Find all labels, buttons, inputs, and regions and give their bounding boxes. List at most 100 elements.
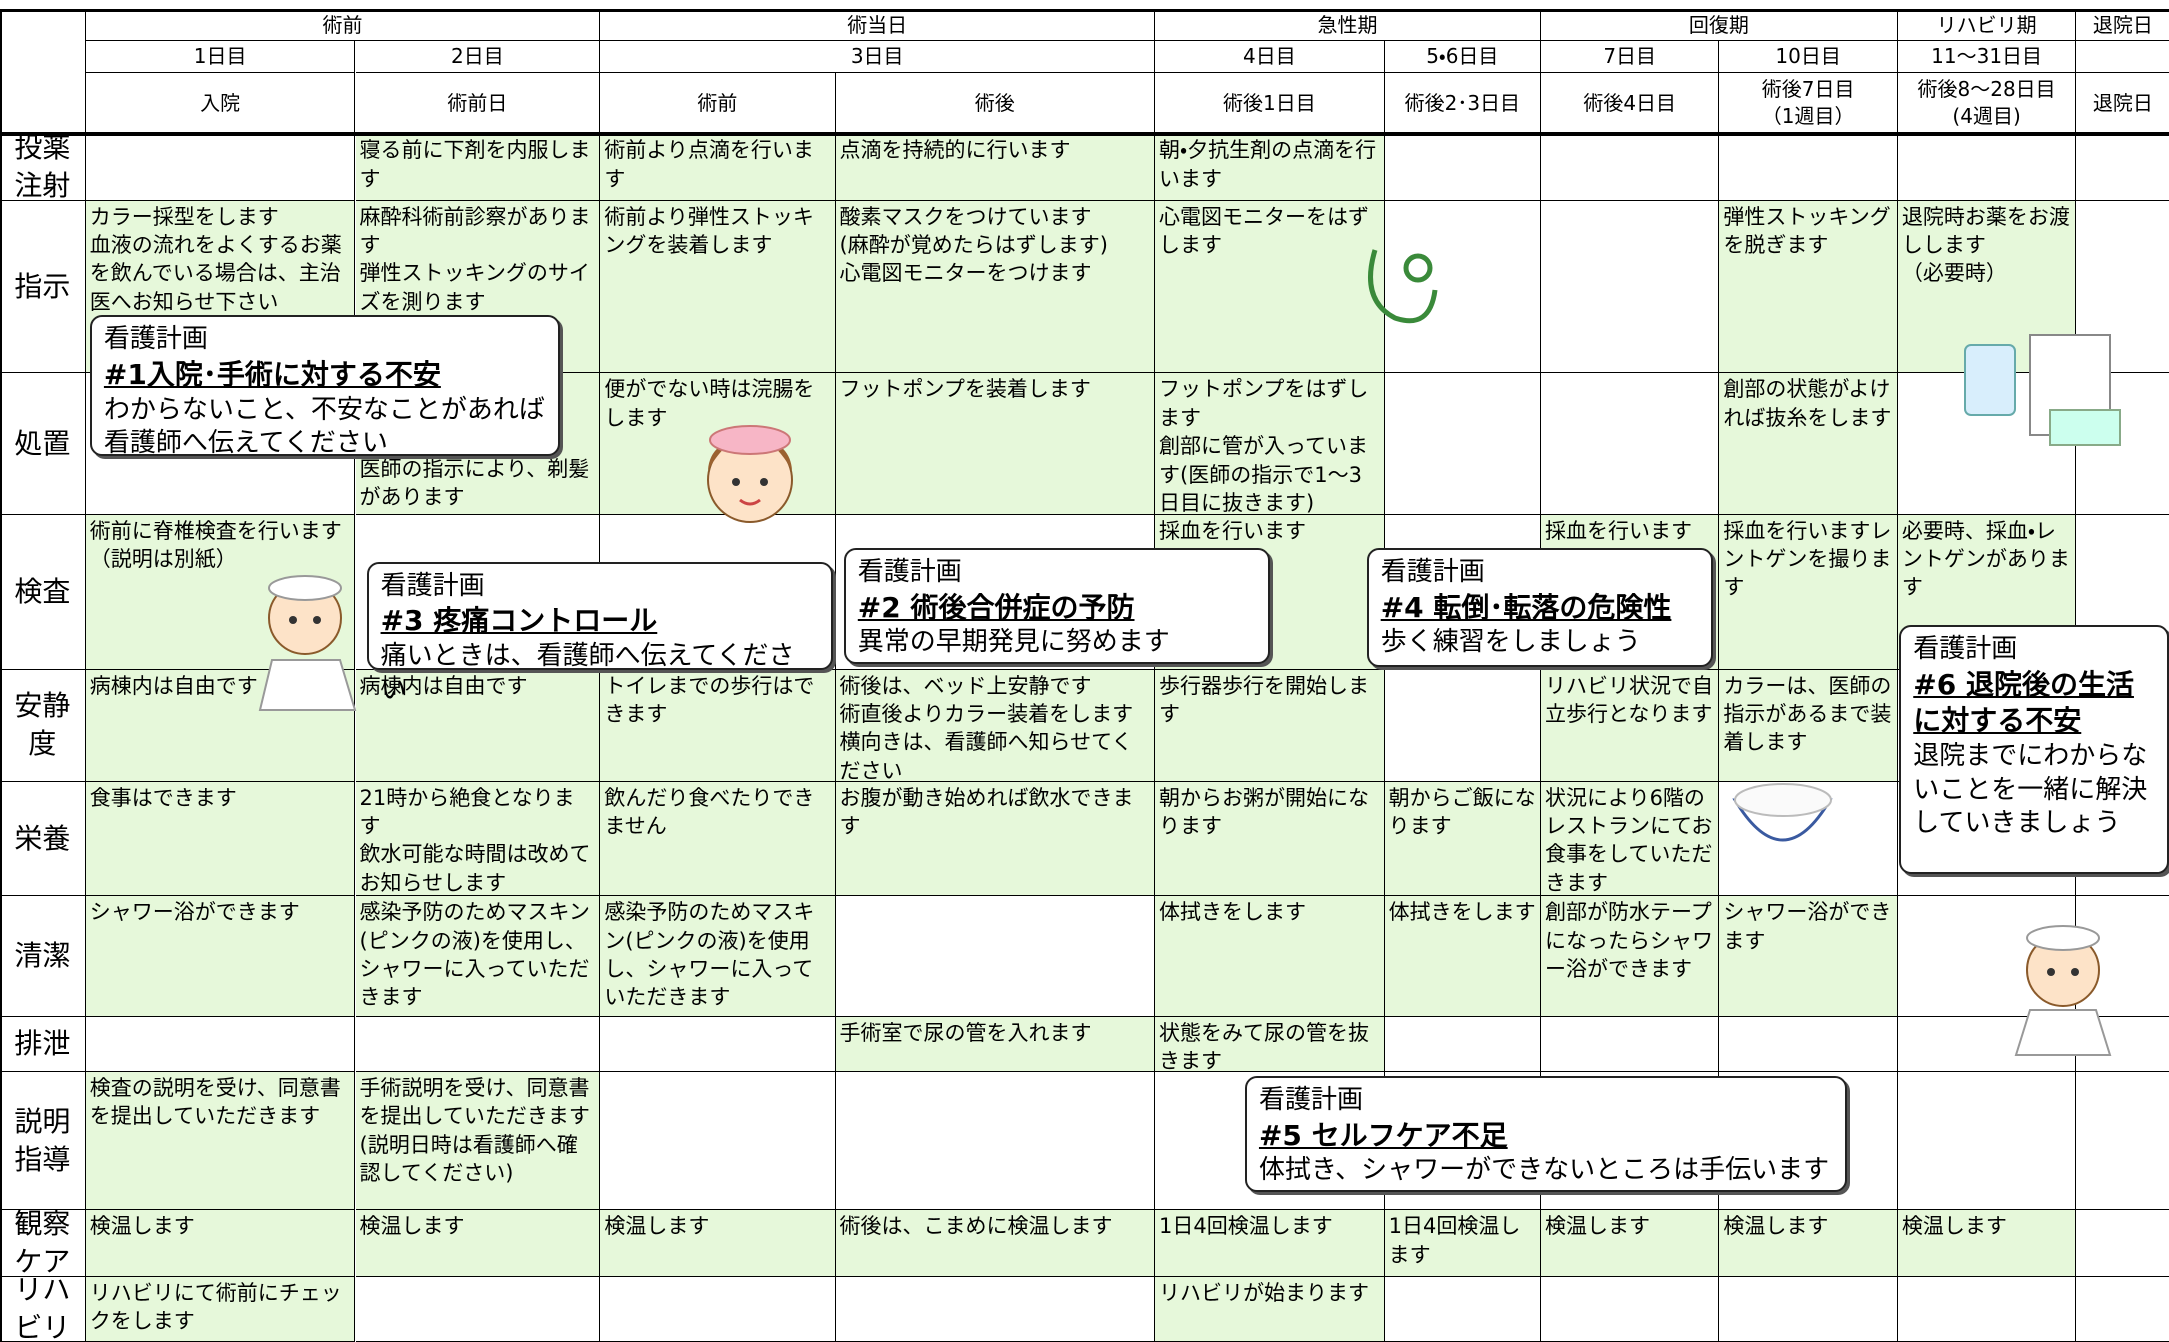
plan-body: 歩く練習をしましょう bbox=[1380, 626, 1641, 657]
table-cell: シャワー浴ができます bbox=[1719, 896, 1898, 1017]
phase-header: 術当日 bbox=[600, 11, 1156, 42]
row-label: 安静度 bbox=[0, 669, 86, 782]
table-cell: 創部が防水テープになったらシャワー浴ができます bbox=[1540, 896, 1720, 1017]
row-label: 清潔 bbox=[0, 896, 86, 1017]
table-cell bbox=[2076, 1017, 2169, 1073]
table-cell: リハビリが始まります bbox=[1155, 1276, 1385, 1342]
row-label: 検査 bbox=[0, 514, 86, 670]
table-cell bbox=[1384, 373, 1541, 515]
table-cell bbox=[600, 1072, 836, 1211]
table-cell bbox=[1384, 669, 1541, 782]
table-cell bbox=[1897, 1072, 2077, 1211]
nursing-plan: 看護計画 #5 セルフケア不足 体拭き、シャワーができないところは手伝います bbox=[1244, 1076, 1847, 1193]
stage-header: 術後8〜28日目 (4週目) bbox=[1897, 73, 2077, 135]
table-cell bbox=[600, 1016, 836, 1073]
phase-header: 退院日 bbox=[2076, 11, 2169, 42]
table-cell: 手術説明を受け、同意書を提出していただきます(説明日時は看護師へ確認してください… bbox=[355, 1072, 601, 1211]
table-cell bbox=[835, 896, 1156, 1017]
plan-body: 退院までにわからないことを一緒に解決していきましょう bbox=[1913, 740, 2148, 839]
table-cell bbox=[2076, 201, 2169, 374]
stage-header: 術後4日目 bbox=[1540, 73, 1720, 135]
plan-title: 看護計画 bbox=[1258, 1085, 1363, 1116]
table-cell bbox=[1540, 1276, 1720, 1342]
plan-body: 異常の早期発見に努めます bbox=[857, 626, 1170, 657]
plan-title: 看護計画 bbox=[380, 570, 485, 601]
table-cell: 術前に脊椎検査を行います（説明は別紙） bbox=[85, 514, 356, 670]
day-header: 10日目 bbox=[1719, 41, 1898, 74]
plan-body: 痛いときは、看護師へ伝えてください bbox=[380, 640, 795, 705]
table-cell bbox=[2076, 782, 2169, 897]
nursing-plan: 看護計画 #3 疼痛コントロール 痛いときは、看護師へ伝えてください bbox=[366, 561, 833, 705]
table-cell: 検温します bbox=[1540, 1210, 1720, 1277]
table-cell bbox=[1540, 200, 1720, 374]
table-cell: 検温します bbox=[355, 1210, 601, 1277]
table-cell: 弾性ストッキングを脱ぎます bbox=[1719, 200, 1898, 374]
stage-header: 術前日 bbox=[355, 73, 601, 135]
table-cell: 状態をみて尿の管を抜きます bbox=[1155, 1016, 1385, 1073]
table-cell bbox=[1897, 373, 2077, 515]
table-cell: 退院時お薬をお渡しします （必要時） bbox=[1897, 200, 2077, 374]
plan-title: 看護計画 bbox=[103, 324, 208, 355]
table-cell: 寝る前に下剤を内服します bbox=[355, 134, 601, 201]
table-cell bbox=[1897, 1016, 2077, 1073]
phase-header: 急性期 bbox=[1155, 11, 1541, 42]
day-header: 5・6日目 bbox=[1384, 41, 1541, 74]
table-cell: 病棟内は自由です bbox=[355, 669, 601, 782]
phase-header: リハビリ期 bbox=[1897, 11, 2077, 42]
table-cell bbox=[1384, 134, 1541, 201]
table-cell bbox=[85, 134, 356, 201]
phase-header: 回復期 bbox=[1540, 11, 1898, 42]
table-cell: 検温します bbox=[1719, 1210, 1898, 1277]
table-cell: 採血を行いますレントゲンを撮ります bbox=[1719, 514, 1898, 670]
nursing-plan: 看護計画 #2 術後合併症の予防 異常の早期発見に努めます bbox=[843, 547, 1270, 664]
plan-heading: #6 退院後の生活に対する不安 bbox=[1913, 668, 2134, 738]
table-cell: 病棟内は自由です bbox=[85, 669, 356, 782]
table-cell bbox=[1540, 134, 1720, 201]
table-cell: 朝からご飯になります bbox=[1384, 781, 1541, 897]
table-cell bbox=[835, 1276, 1156, 1342]
table-cell bbox=[1719, 1016, 1898, 1073]
table-cell: 術前より弾性ストッキングを装着します bbox=[600, 200, 836, 374]
table-cell bbox=[1540, 1016, 1720, 1073]
table-cell bbox=[1384, 1016, 1541, 1073]
table-cell: 術後は、こまめに検温します bbox=[835, 1210, 1156, 1277]
table-cell bbox=[2076, 1072, 2169, 1211]
table-cell: 朝・夕抗生剤の点滴を行います bbox=[1155, 134, 1385, 201]
plan-title: 看護計画 bbox=[857, 556, 962, 587]
table-cell: 歩行器歩行を開始します bbox=[1155, 669, 1385, 782]
table-cell: 検温します bbox=[85, 1210, 356, 1277]
table-cell: お腹が動き始めれば飲水できます bbox=[835, 781, 1156, 897]
stage-header: 入院 bbox=[85, 73, 356, 135]
day-header: 3日目 bbox=[600, 41, 1156, 74]
table-cell: 体拭きをします bbox=[1384, 896, 1541, 1017]
phase-header: 術前 bbox=[85, 11, 601, 42]
table-cell bbox=[2076, 1210, 2169, 1277]
day-header: 2日目 bbox=[355, 41, 601, 74]
table-cell: 検査の説明を受け、同意書を提出していただきます bbox=[85, 1072, 356, 1211]
table-cell: リハビリにて術前にチェックをします bbox=[85, 1276, 356, 1342]
header-corner bbox=[0, 11, 86, 135]
nursing-plan: 看護計画 #1入院･手術に対する不安 わからないこと、不安なことがあれば看護師へ伝え… bbox=[89, 315, 561, 458]
table-cell: 飲んだり食べたりできません bbox=[600, 781, 836, 897]
stage-header: 術後2･3日目 bbox=[1384, 73, 1541, 135]
table-cell: フットポンプを装着します bbox=[835, 373, 1156, 515]
table-cell: 便がでない時は浣腸をします bbox=[600, 373, 836, 515]
table-cell: 酸素マスクをつけています (麻酔が覚めたらはずします) 心電図モニターをつけます bbox=[835, 200, 1156, 374]
row-label: 排泄 bbox=[0, 1016, 86, 1073]
table-cell bbox=[1897, 134, 2077, 201]
stage-header: 術前 bbox=[600, 73, 836, 135]
table-cell: 術前より点滴を行います bbox=[600, 134, 836, 201]
table-cell bbox=[355, 1016, 601, 1073]
table-cell: 手術室で尿の管を入れます bbox=[835, 1016, 1156, 1073]
table-cell: 術後は、ベッド上安静です 術直後よりカラー装着をします 横向きは、看護師へ知らせ… bbox=[835, 669, 1156, 782]
table-cell: 朝からお粥が開始になります bbox=[1155, 781, 1385, 897]
table-cell bbox=[1897, 1276, 2077, 1342]
plan-title: 看護計画 bbox=[1380, 556, 1485, 587]
row-label: 処置 bbox=[0, 373, 86, 515]
day-header: 7日目 bbox=[1540, 41, 1720, 74]
nursing-plan: 看護計画 #6 退院後の生活に対する不安 退院までにわからないことを一緒に解決してい… bbox=[1899, 625, 2169, 875]
table-cell bbox=[1719, 134, 1898, 201]
table-cell: 検温します bbox=[1897, 1210, 2077, 1277]
table-cell bbox=[355, 1276, 601, 1342]
table-cell: 21時から絶食となります 飲水可能な時間は改めてお知らせします bbox=[355, 781, 601, 897]
